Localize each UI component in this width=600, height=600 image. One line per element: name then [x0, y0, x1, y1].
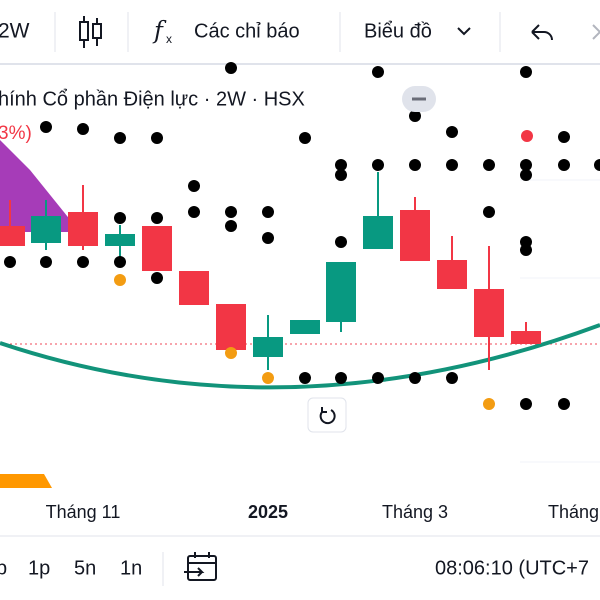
- redo-button[interactable]: [592, 24, 600, 40]
- candles: [0, 172, 541, 370]
- signal-dot: [521, 130, 533, 142]
- signal-dot: [520, 169, 532, 181]
- signal-dot: [188, 180, 200, 192]
- candle-body: [105, 234, 135, 246]
- signal-dot: [446, 126, 458, 138]
- time-label: Tháng 11: [46, 502, 121, 522]
- chevron: [457, 27, 471, 36]
- signal-dot: [188, 206, 200, 218]
- signal-dot: [335, 159, 347, 171]
- signal-dot: [114, 256, 126, 268]
- signal-dot: [114, 274, 126, 286]
- candle-body: [142, 226, 172, 271]
- candle-icon[interactable]: [79, 16, 102, 48]
- candle-body: [216, 304, 246, 350]
- symbol-title: hính Cổ phần Điện lực · 2W · HSX: [0, 88, 305, 110]
- signal-dot: [483, 398, 495, 410]
- signal-dot: [151, 272, 163, 284]
- candle-body: [437, 260, 467, 289]
- signal-dot: [409, 372, 421, 384]
- signal-dot: [335, 372, 347, 384]
- curve: [0, 323, 600, 390]
- signal-dot: [40, 121, 52, 133]
- signal-dot: [483, 159, 495, 171]
- pattern-fill: [0, 140, 80, 232]
- candle-body: [68, 212, 98, 246]
- signal-dot: [558, 159, 570, 171]
- signal-dot: [225, 206, 237, 218]
- fx-icon[interactable]: f: [152, 17, 167, 45]
- volume-marker: [0, 474, 52, 488]
- signal-dot: [520, 66, 532, 78]
- signal-dot: [262, 232, 274, 244]
- signal-dot: [77, 256, 89, 268]
- signal-dot: [262, 372, 274, 384]
- range-button[interactable]: 5n: [74, 557, 96, 579]
- signal-dot: [558, 398, 570, 410]
- clock: 08:06:10 (UTC+7: [435, 557, 589, 579]
- range-button[interactable]: 1n: [120, 557, 142, 579]
- signal-dot: [372, 159, 384, 171]
- signal-dot: [446, 372, 458, 384]
- signal-dot: [114, 212, 126, 224]
- signal-dot: [40, 256, 52, 268]
- candle-body: [253, 337, 283, 357]
- toolbar: 2W f x Các chỉ báo Biểu đồ: [0, 12, 600, 52]
- candle-body: [0, 226, 25, 246]
- reset-button[interactable]: [307, 397, 347, 433]
- range-button[interactable]: p: [0, 557, 7, 579]
- signal-dot: [77, 123, 89, 135]
- change-label: 3%): [0, 123, 32, 144]
- signal-dot: [483, 206, 495, 218]
- signal-dot: [225, 347, 237, 359]
- signal-dot: [151, 212, 163, 224]
- reset-icon: [319, 407, 336, 425]
- candle-body: [400, 210, 430, 261]
- time-label: Tháng: [548, 502, 599, 522]
- signal-dot: [225, 220, 237, 232]
- signal-dot: [335, 236, 347, 248]
- candle-body: [179, 271, 209, 305]
- signal-dot: [372, 372, 384, 384]
- goto-date-button[interactable]: [184, 552, 217, 581]
- signal-dot: [520, 244, 532, 256]
- indicators-button[interactable]: Các chỉ báo: [194, 20, 300, 42]
- undo-button[interactable]: [531, 24, 553, 41]
- signal-dot: [262, 206, 274, 218]
- signal-dot: [4, 256, 16, 268]
- candle-body: [363, 216, 393, 249]
- time-label: Tháng 3: [382, 502, 448, 522]
- candle-body: [511, 331, 541, 344]
- signal-dot: [114, 132, 126, 144]
- signal-dot: [520, 159, 532, 171]
- chart-area: hính Cổ phần Điện lực · 2W · HSX 3%): [0, 62, 600, 488]
- fx-icon-sub: x: [166, 32, 172, 46]
- candle-body: [290, 320, 320, 334]
- signal-dot: [225, 62, 237, 74]
- signal-dot: [446, 159, 458, 171]
- signal-dot: [151, 132, 163, 144]
- dots: [4, 62, 600, 410]
- signal-dot: [299, 372, 311, 384]
- signal-dot: [594, 159, 600, 171]
- time-label: 2025: [248, 502, 288, 522]
- signal-dot: [372, 66, 384, 78]
- candle-body: [31, 216, 61, 243]
- candle-body: [474, 289, 504, 337]
- candle-body: [326, 262, 356, 322]
- signal-dot: [299, 132, 311, 144]
- signal-dot: [520, 398, 532, 410]
- chart-type-button[interactable]: Biểu đồ: [364, 20, 432, 42]
- range-button[interactable]: 1p: [28, 557, 50, 579]
- signal-dot: [409, 159, 421, 171]
- signal-dot: [558, 131, 570, 143]
- interval-button[interactable]: 2W: [0, 20, 30, 43]
- signal-dot: [409, 110, 421, 122]
- signal-dot: [335, 169, 347, 181]
